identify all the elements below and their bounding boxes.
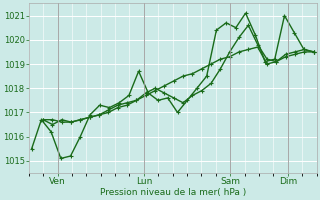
X-axis label: Pression niveau de la mer( hPa ): Pression niveau de la mer( hPa ) xyxy=(100,188,246,197)
